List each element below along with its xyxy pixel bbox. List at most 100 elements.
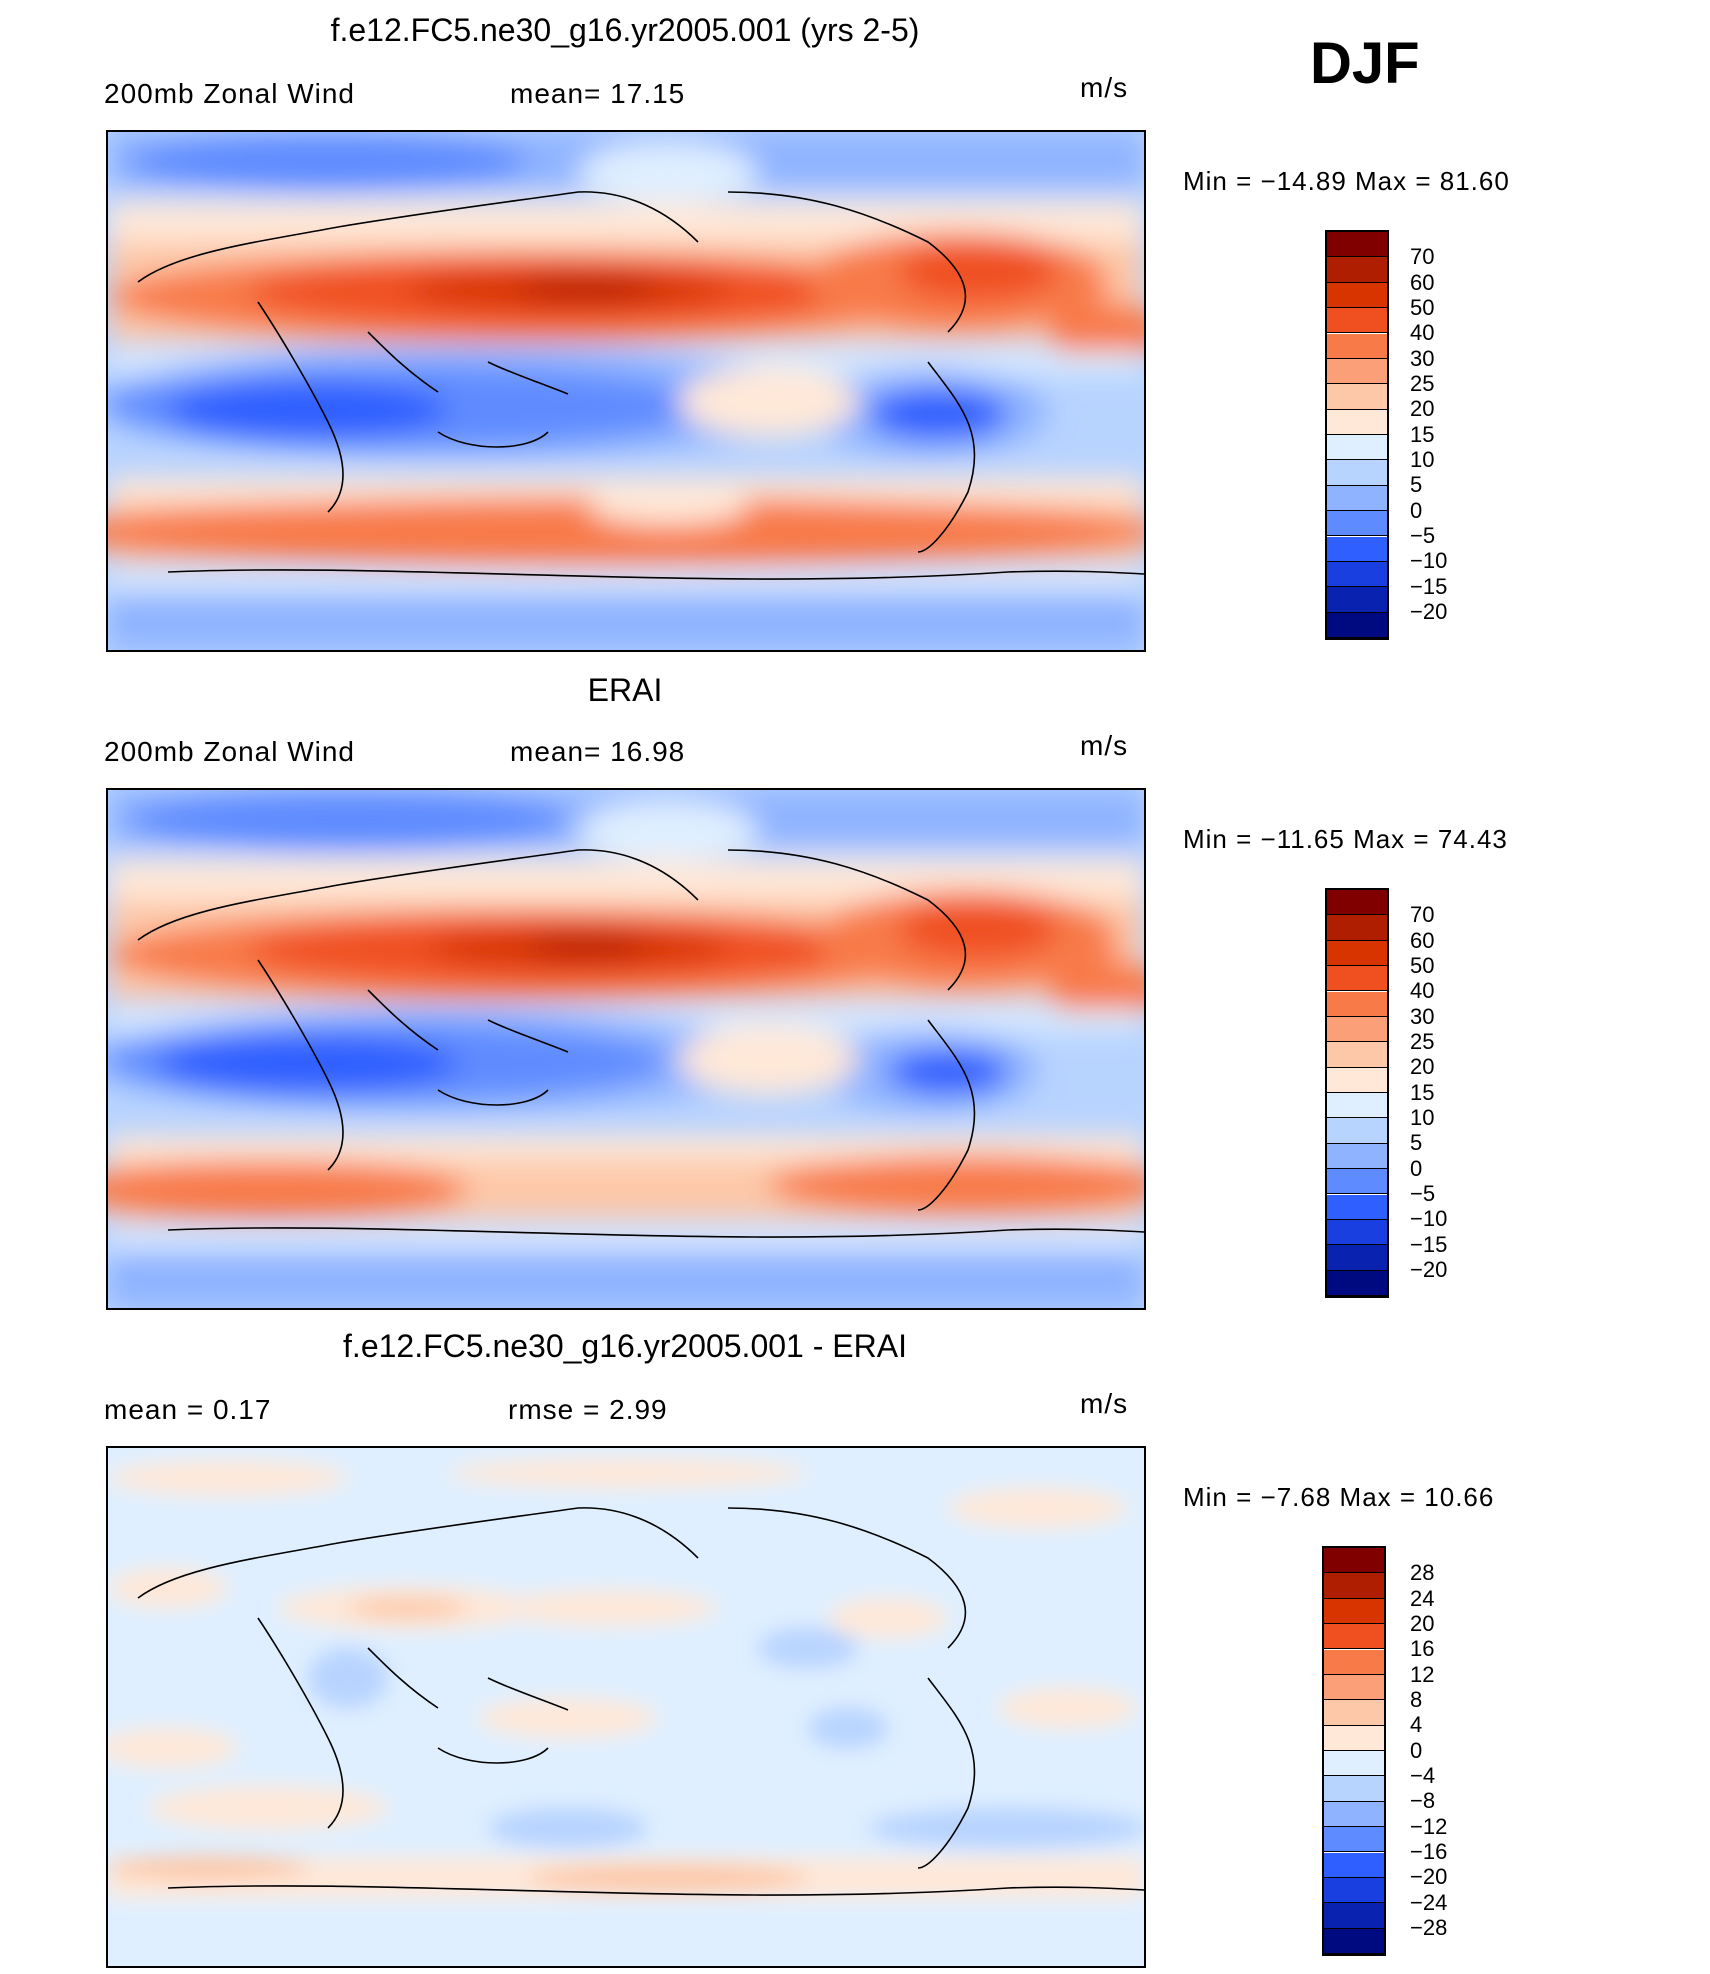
panel-1-colorbar-bin (1327, 358, 1387, 385)
panel-2-colorbar-bin (1327, 966, 1387, 992)
panel-3-colorbar-tick: −12 (1410, 1814, 1448, 1839)
panel-2-colorbar-bin (1327, 1245, 1387, 1271)
panel-3-colorbar-bin (1324, 1877, 1384, 1904)
panel-3-colorbar-tick: 8 (1410, 1687, 1423, 1712)
panel-2-colorbar-bin (1327, 915, 1387, 941)
panel-3-colorbar-tick: −28 (1410, 1915, 1448, 1940)
panel-3-colorbar-tick: −20 (1410, 1864, 1448, 1889)
panel-2-map (106, 788, 1146, 1310)
season-label: DJF (1310, 31, 1420, 96)
panel-1-colorbar-bin (1327, 561, 1387, 588)
panel-2-title: ERAI (587, 672, 663, 708)
panel-1-colorbar-tick: 25 (1410, 371, 1435, 396)
panel-3-colorbar-tick: −16 (1410, 1839, 1448, 1864)
panel-3-colorbar-bin (1324, 1649, 1384, 1675)
panel-1-colorbar-tick: 30 (1410, 346, 1435, 371)
panel-2-colorbar-bin (1327, 991, 1387, 1017)
panel-3-map (106, 1446, 1146, 1968)
panel-3-colorbar-bin (1324, 1624, 1384, 1650)
panel-1-colorbar-bin (1327, 511, 1387, 537)
panel-2-contour-field (108, 790, 1144, 1308)
panel-3-colorbar-bin (1324, 1598, 1384, 1625)
panel-1-colorbar-bin (1327, 257, 1387, 283)
panel-2-colorbar-bin (1327, 1118, 1387, 1144)
panel-3-colorbar-bin (1324, 1928, 1384, 1954)
panel-2-colorbar-tick: 50 (1410, 953, 1435, 978)
panel-3-colorbar-tick: 4 (1410, 1712, 1423, 1737)
panel-1-colorbar-tick: −5 (1410, 523, 1436, 548)
panel-1-minmax: Min = −14.89 Max = 81.60 (1183, 166, 1510, 196)
panel-3-colorbar-tick: −8 (1410, 1788, 1436, 1813)
panel-2-colorbar-tick: 70 (1410, 902, 1435, 927)
panel-2-colorbar-tick: −5 (1410, 1181, 1436, 1206)
panel-1-variable-label: 200mb Zonal Wind (104, 78, 356, 109)
panel-3-colorbar-tick: 20 (1410, 1611, 1435, 1636)
panel-2-minmax: Min = −11.65 Max = 74.43 (1183, 824, 1508, 854)
panel-1-colorbar-tick: −15 (1410, 574, 1448, 599)
panel-2-colorbar-bin (1327, 1169, 1387, 1195)
panel-1-colorbar-bin (1327, 485, 1387, 512)
panel-2-colorbar-bin (1327, 1219, 1387, 1246)
panel-2-colorbar-tick: 5 (1410, 1130, 1423, 1155)
panel-2-colorbar-tick: 15 (1410, 1080, 1435, 1105)
panel-2-colorbar-bin (1327, 1194, 1387, 1220)
panel-2-colorbar-bin (1327, 1067, 1387, 1093)
panel-1-colorbar-bin (1327, 384, 1387, 410)
panel-2-colorbar-tick: 40 (1410, 978, 1435, 1003)
panel-2-colorbar-tick: 30 (1410, 1004, 1435, 1029)
panel-3-colorbar-tick: 0 (1410, 1738, 1423, 1763)
panel-2-colorbar-tick: 10 (1410, 1105, 1435, 1130)
panel-1-colorbar-bin (1327, 587, 1387, 613)
panel-2-colorbar-tick: 0 (1410, 1156, 1423, 1181)
panel-3-colorbar-bin (1324, 1751, 1384, 1777)
panel-3-colorbar (1322, 1546, 1386, 1956)
panel-3-colorbar-bin (1324, 1700, 1384, 1726)
panel-3-title: f.e12.FC5.ne30_g16.yr2005.001 - ERAI (343, 1328, 907, 1364)
panel-1-title: f.e12.FC5.ne30_g16.yr2005.001 (yrs 2-5) (330, 12, 920, 48)
panel-3-colorbar-tick: 12 (1410, 1662, 1435, 1687)
panel-3-colorbar-bin (1324, 1801, 1384, 1828)
panel-2-variable-label: 200mb Zonal Wind (104, 736, 356, 767)
panel-3-contour-field (108, 1448, 1144, 1966)
panel-3-colorbar-bin (1324, 1852, 1384, 1878)
panel-1-colorbar-bin (1327, 612, 1387, 638)
panel-2-colorbar-tick: 60 (1410, 928, 1435, 953)
panel-1-mean-label: mean= 17.15 (510, 78, 686, 109)
panel-3-mean-label: mean = 0.17 (104, 1394, 272, 1425)
panel-2-colorbar-bin (1327, 1016, 1387, 1043)
panel-3-colorbar-tick: 24 (1410, 1586, 1435, 1611)
panel-1-colorbar-bin (1327, 536, 1387, 562)
panel-3-colorbar-bin (1324, 1903, 1384, 1929)
panel-2-colorbar-tick: 20 (1410, 1054, 1435, 1079)
panel-3-colorbar-bin (1324, 1725, 1384, 1751)
panel-1-colorbar-tick: 20 (1410, 396, 1435, 421)
panel-3-colorbar-bin (1324, 1827, 1384, 1853)
panel-2-units: m/s (1080, 730, 1129, 761)
panel-2-colorbar-tick: −15 (1410, 1232, 1448, 1257)
panel-2-colorbar-tick: 25 (1410, 1029, 1435, 1054)
panel-2-colorbar-bin (1327, 1093, 1387, 1119)
panel-2-colorbar-bin (1327, 940, 1387, 967)
panel-3-colorbar-tick: −24 (1410, 1890, 1448, 1915)
panel-2-colorbar-tick: −20 (1410, 1257, 1448, 1282)
panel-1-contour-field (108, 132, 1144, 650)
panel-1-colorbar-tick: 50 (1410, 295, 1435, 320)
panel-3-colorbar-bin (1324, 1573, 1384, 1599)
panel-1-colorbar (1325, 230, 1389, 640)
panel-1-colorbar-bin (1327, 232, 1387, 258)
panel-2-colorbar-bin (1327, 1270, 1387, 1296)
panel-3-units: m/s (1080, 1388, 1129, 1419)
panel-1-map (106, 130, 1146, 652)
panel-1-colorbar-tick: 60 (1410, 270, 1435, 295)
panel-1-colorbar-bin (1327, 308, 1387, 334)
panel-1-colorbar-bin (1327, 333, 1387, 359)
panel-3-colorbar-tick: 16 (1410, 1636, 1435, 1661)
panel-2-colorbar (1325, 888, 1389, 1298)
panel-1-colorbar-tick: 40 (1410, 320, 1435, 345)
panel-2-colorbar-bin (1327, 890, 1387, 916)
panel-1-colorbar-tick: 0 (1410, 498, 1423, 523)
panel-1-colorbar-bin (1327, 435, 1387, 461)
panel-2-colorbar-bin (1327, 1143, 1387, 1170)
panel-1-colorbar-bin (1327, 409, 1387, 435)
panel-1-colorbar-tick: 10 (1410, 447, 1435, 472)
